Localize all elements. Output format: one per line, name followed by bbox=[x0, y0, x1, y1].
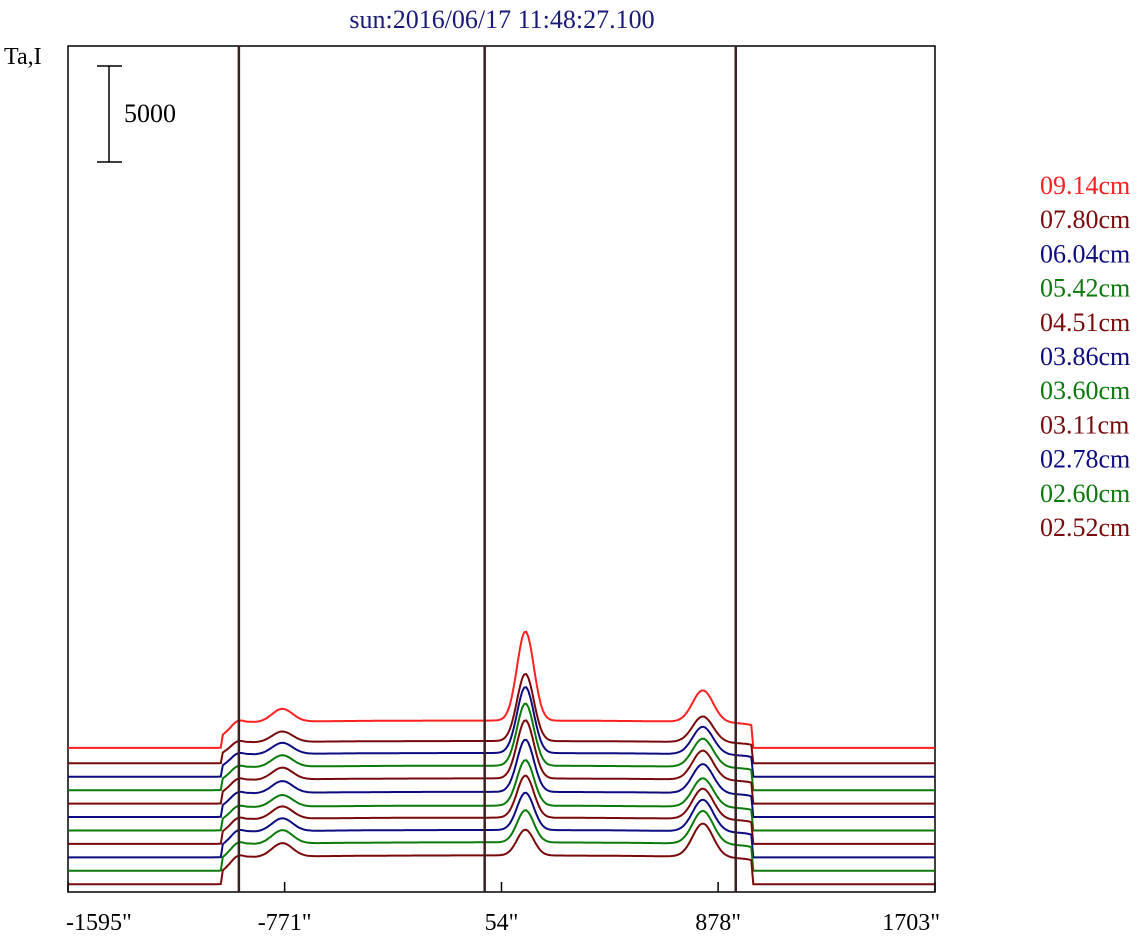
series-line-07.80cm bbox=[68, 673, 935, 765]
scale-bar-label: 5000 bbox=[124, 99, 176, 128]
legend-item: 03.60cm bbox=[1040, 376, 1130, 405]
legend: 09.14cm 07.80cm 06.04cm 05.42cm 04.51cm 03.86… bbox=[1040, 171, 1130, 542]
series-line-03.60cm bbox=[68, 759, 935, 832]
series-line-09.14cm bbox=[68, 630, 935, 749]
legend-item: 07.80cm bbox=[1040, 205, 1130, 234]
series-line-05.42cm bbox=[68, 702, 935, 792]
series-line-06.04cm bbox=[68, 686, 935, 778]
x-tick-label: -1595" bbox=[66, 910, 132, 936]
series-line-03.11cm bbox=[68, 774, 935, 845]
series-line-03.86cm bbox=[68, 738, 935, 818]
series-line-02.52cm bbox=[68, 822, 935, 886]
legend-item: 04.51cm bbox=[1040, 308, 1130, 337]
legend-item: 03.86cm bbox=[1040, 342, 1130, 371]
x-tick-label: 54" bbox=[485, 910, 519, 936]
legend-item: 05.42cm bbox=[1040, 274, 1130, 303]
legend-item: 02.60cm bbox=[1040, 479, 1130, 508]
y-axis-label: Ta,I bbox=[4, 44, 42, 70]
series-line-02.78cm bbox=[68, 791, 935, 859]
series-line-04.51cm bbox=[68, 719, 935, 805]
legend-item: 02.52cm bbox=[1040, 513, 1130, 542]
series-lines bbox=[68, 630, 935, 886]
x-axis-ticks: -1595" -771" 54" 878" 1703" bbox=[66, 882, 940, 936]
legend-item: 06.04cm bbox=[1040, 239, 1130, 268]
vertical-markers bbox=[237, 46, 737, 892]
series-line-02.60cm bbox=[68, 809, 935, 872]
x-tick-label: -771" bbox=[258, 910, 312, 936]
legend-item: 03.11cm bbox=[1040, 410, 1129, 439]
x-tick-label: 1703" bbox=[882, 910, 940, 936]
chart-title: sun:2016/06/17 11:48:27.100 bbox=[349, 5, 654, 34]
scale-bar: 5000 bbox=[97, 65, 176, 163]
x-tick-label: 878" bbox=[695, 910, 741, 936]
legend-item: 02.78cm bbox=[1040, 445, 1130, 474]
legend-item: 09.14cm bbox=[1040, 171, 1130, 200]
